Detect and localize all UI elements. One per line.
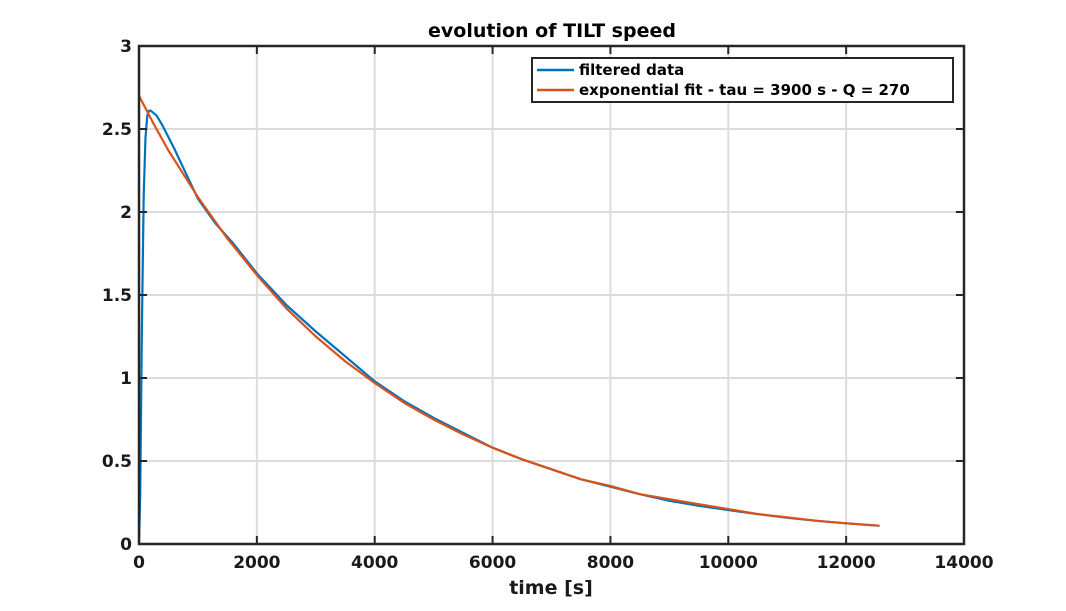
x-tick-label: 8000 xyxy=(587,553,634,573)
legend-label-filtered-data: filtered data xyxy=(579,61,684,79)
x-axis-label: time [s] xyxy=(509,577,593,599)
y-tick-label: 0.5 xyxy=(102,452,132,472)
x-tick-label: 10000 xyxy=(699,553,758,573)
tick-layer: 0 2000 4000 6000 8000 10000 12000 14000 0 0.5 1 1.5… xyxy=(102,37,994,573)
y-tick-label: 0 xyxy=(120,535,132,555)
x-tick-label: 12000 xyxy=(817,553,876,573)
legend-label-exponential-fit: exponential fit - tau = 3900 s - Q = 270 xyxy=(579,81,910,99)
y-tick-label: 1 xyxy=(120,369,132,389)
y-tick-label: 2 xyxy=(120,203,132,223)
series-line-filtered-data xyxy=(137,109,880,546)
x-tick-label: 14000 xyxy=(934,553,993,573)
y-tick-label: 3 xyxy=(120,37,132,57)
chart-title: evolution of TILT speed xyxy=(428,20,676,42)
x-tick-label: 4000 xyxy=(351,553,398,573)
legend-box xyxy=(531,57,954,103)
y-tick-label: 2.5 xyxy=(102,120,132,140)
series-layer xyxy=(137,94,880,546)
series-line-exponential-fit xyxy=(137,94,880,527)
x-tick-label: 6000 xyxy=(469,553,516,573)
y-tick-label: 1.5 xyxy=(102,286,132,306)
x-tick-label: 0 xyxy=(133,553,145,573)
legend: filtered data exponential fit - tau = 39… xyxy=(531,57,954,103)
x-tick-label: 2000 xyxy=(233,553,280,573)
